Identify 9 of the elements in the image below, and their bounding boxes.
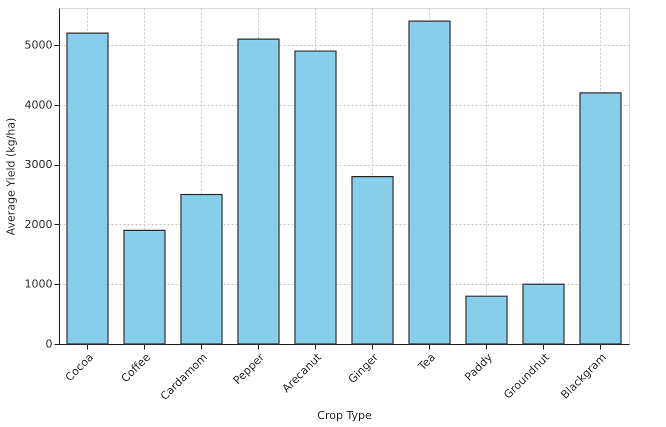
y-tick-label: 3000	[24, 158, 52, 172]
y-tick-label: 5000	[24, 38, 52, 52]
y-tick-label: 0	[46, 338, 52, 350]
y-tick-label: 1000	[24, 278, 52, 291]
x-tick-label: Tea	[415, 350, 438, 374]
y-tick-label: 2000	[24, 218, 52, 231]
y-tick-label: 4000	[24, 98, 52, 112]
x-axis-title: Crop Type	[317, 409, 372, 422]
y-axis-title: Average Yield (kg/ha)	[4, 118, 18, 236]
